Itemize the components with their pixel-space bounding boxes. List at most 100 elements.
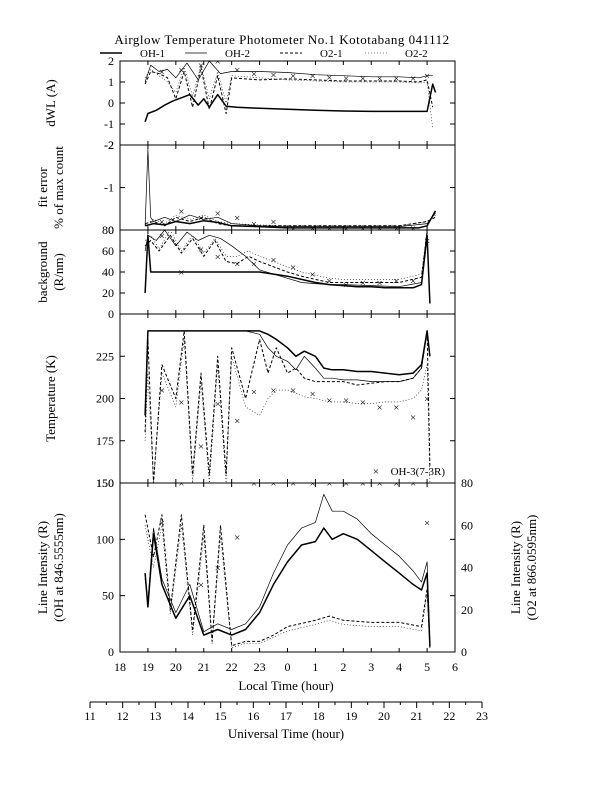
marker-oh3-dwl: × — [343, 73, 349, 85]
marker-oh3-bg: × — [310, 269, 316, 281]
series-group-dwl: × × × × × × × × × × × × × × × × — [144, 56, 437, 129]
marker-oh3-fiterr: × — [159, 217, 165, 229]
y-tick-label-intensity: 100 — [96, 532, 114, 546]
universal-time-tick-label: 22 — [443, 709, 455, 723]
y2-axis-label-intensity: Line Intensity (R) — [508, 521, 523, 614]
marker-oh3-intensity: × — [393, 478, 399, 490]
marker-oh3-intensity: × — [270, 478, 276, 490]
chart-title: Airglow Temperature Photometer No.1 Koto… — [114, 32, 449, 47]
marker-oh3-temp: × — [251, 387, 257, 399]
marker-oh3-fiterr: × — [310, 223, 316, 235]
y-tick-label-fiterr: -2 — [104, 138, 114, 152]
series-o2-1-fiterr — [144, 216, 436, 227]
y-axis-label-fiterr: fit error — [35, 167, 50, 208]
series-oh-2-fiterr — [144, 148, 436, 227]
universal-time-tick-label: 21 — [411, 709, 423, 723]
y-tick-label-intensity: 50 — [102, 589, 114, 603]
y-tick-label-temp: 225 — [96, 349, 114, 363]
series-o2-2-bg — [144, 230, 428, 280]
marker-oh3-intensity: × — [410, 478, 416, 490]
y-tick-label-dwl: -2 — [104, 138, 114, 152]
marker-oh3-bg: × — [215, 251, 221, 263]
marker-oh3-temp: × — [234, 415, 240, 427]
marker-oh3-bg: × — [290, 262, 296, 274]
series-oh-2-intensity — [144, 493, 431, 644]
y-tick-label-temp: 150 — [96, 476, 114, 490]
y-axis-label-intensity: Line Intensity (R) — [35, 521, 50, 614]
panel-dwl: 2 1 0 -1 -2 dWL (A) × × × × × × × × × × × × × × × × — [43, 54, 456, 152]
marker-oh3-fiterr: × — [215, 208, 221, 220]
marker-oh3-temp: × — [393, 402, 399, 414]
marker-oh3-bg: × — [393, 275, 399, 287]
series-o2-2-fiterr — [144, 214, 436, 227]
marker-oh3-bg: × — [270, 254, 276, 266]
local-time-tick-label: 22 — [226, 660, 238, 674]
y-tick-label-temp: 200 — [96, 392, 114, 406]
marker-oh3-fiterr: × — [251, 219, 257, 231]
y-tick-label-fiterr: 0 — [108, 223, 114, 237]
series-o2-1-intensity — [144, 514, 431, 648]
y-tick-label-dwl: 1 — [108, 75, 114, 89]
universal-time-tick-label: 18 — [313, 709, 325, 723]
y-axis-label2-intensity: (OH at 846.5555nm) — [51, 513, 66, 622]
marker-oh3-fiterr: × — [393, 223, 399, 235]
local-time-tick-label: 0 — [285, 660, 291, 674]
marker-oh3-fiterr: × — [377, 223, 383, 235]
marker-oh3-temp: × — [360, 397, 366, 409]
marker-oh3-dwl: × — [215, 56, 221, 68]
universal-time-tick-label: 23 — [476, 709, 488, 723]
y-tick-label-bg: 80 — [102, 223, 114, 237]
series-o2-2-temp — [144, 339, 431, 483]
marker-oh3-bg: × — [251, 259, 257, 271]
marker-oh3-bg: × — [178, 267, 184, 279]
marker-oh3-temp: × — [270, 385, 276, 397]
marker-oh3-dwl: × — [310, 71, 316, 83]
y2-tick-label-intensity: 0 — [461, 645, 467, 659]
series-group-bg: × × × × × × × × × × × × × × × × — [144, 230, 431, 304]
local-time-tick-label: 5 — [424, 660, 430, 674]
y-axis-label-dwl: dWL (A) — [43, 79, 58, 127]
marker-oh3-fiterr: × — [326, 223, 332, 235]
marker-oh3-dwl: × — [360, 73, 366, 85]
universal-time-axis-label: Universal Time (hour) — [228, 726, 344, 741]
series-o2-1-bg — [144, 232, 428, 283]
series-oh-1-bg — [144, 234, 431, 304]
marker-oh3-temp: × — [424, 394, 430, 406]
y-tick-label-intensity: 0 — [108, 645, 114, 659]
local-time-tick-label: 3 — [368, 660, 374, 674]
marker-oh3-temp: × — [343, 395, 349, 407]
series-group-temp: × × × × × × × × × × × × × × × × — [144, 330, 431, 483]
series-oh-2-bg — [144, 230, 428, 288]
local-time-tick-label: 21 — [198, 660, 210, 674]
series-oh-2-dwl — [144, 61, 433, 83]
universal-time-tick-label: 20 — [378, 709, 390, 723]
marker-oh3-intensity: × — [159, 517, 165, 529]
marker-oh3-fiterr: × — [290, 223, 296, 235]
marker-oh3-dwl: × — [234, 64, 240, 76]
y-axis-label2-bg: (R/nm) — [51, 253, 66, 291]
marker-oh3-intensity: × — [198, 579, 204, 591]
series-o2-1-temp — [144, 330, 431, 483]
marker-oh3-intensity: × — [178, 478, 184, 490]
universal-time-tick-label: 14 — [182, 709, 194, 723]
universal-time-tick-label: 11 — [84, 709, 96, 723]
marker-oh3-fiterr: × — [198, 212, 204, 224]
panels: 2 1 0 -1 -2 dWL (A) × × × × × × × × × × × × × × × ×-2 -1 0 fit e… — [35, 54, 539, 659]
marker-oh3-temp: × — [326, 395, 332, 407]
marker-oh3-dwl: × — [377, 73, 383, 85]
legend: OH-1 OH-2 O2-1 O2-2 — [100, 48, 428, 60]
marker-oh3-intensity: × — [290, 478, 296, 490]
universal-time-tick-label: 16 — [247, 709, 259, 723]
y-tick-label-bg: 0 — [108, 307, 114, 321]
marker-oh3-dwl: × — [270, 70, 276, 82]
marker-oh3-dwl: × — [424, 71, 430, 83]
y-tick-label-bg: 60 — [102, 244, 114, 258]
marker-oh3-bg: × — [410, 275, 416, 287]
marker-oh3-dwl: × — [178, 64, 184, 76]
y-axis-label2-fiterr: % of max count — [51, 146, 66, 229]
